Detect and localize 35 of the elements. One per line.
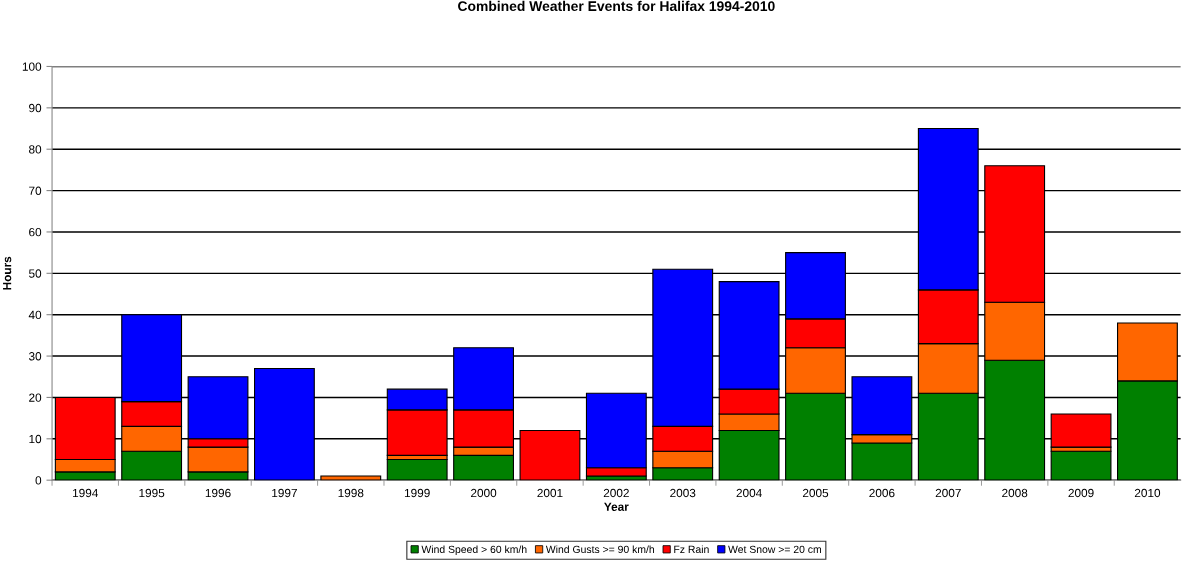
y-tick-label: 60: [29, 227, 42, 237]
x-tick-label: 2008: [1002, 488, 1028, 498]
x-tick-label: 1995: [139, 488, 165, 498]
x-tick-label: 2009: [1068, 488, 1094, 498]
y-tick-label: 90: [29, 103, 42, 113]
x-tick-label: 1997: [272, 488, 297, 498]
x-tick-label: 2005: [802, 488, 829, 498]
x-tick-label: 1999: [404, 488, 430, 498]
x-tick-label: 2004: [736, 488, 762, 498]
x-tick-label: 2010: [1134, 488, 1161, 498]
x-tick-label: 2007: [935, 488, 961, 498]
y-tick-label: 20: [29, 393, 42, 402]
x-tick-label: 2006: [869, 488, 895, 498]
x-tick-label: 2000: [471, 488, 497, 498]
y-axis-title: Hours: [3, 256, 12, 290]
y-tick-label: 50: [28, 269, 42, 278]
x-tick-label: 2003: [670, 488, 696, 498]
legend-label: Fz Rain: [674, 545, 709, 554]
y-tick-label: 30: [28, 352, 42, 361]
chart-title: Combined Weather Events for Halifax 1994-2010: [458, 0, 775, 12]
y-tick-label: 80: [29, 145, 42, 154]
x-tick-label: 2001: [537, 488, 563, 498]
y-tick-label: 40: [28, 310, 42, 320]
legend-label: Wind Gusts >= 90 km/h: [545, 545, 655, 554]
y-tick-label: 0: [35, 476, 42, 485]
x-tick-label: 2002: [603, 488, 629, 498]
y-tick-label: 10: [29, 434, 42, 444]
legend-label: Wet Snow >= 20 cm: [728, 545, 821, 554]
legend-label: Wind Speed > 60 km/h: [421, 545, 527, 556]
x-tick-label: 1996: [205, 488, 231, 498]
x-axis-title: Year: [604, 502, 629, 511]
x-tick-label: 1994: [73, 488, 99, 498]
x-tick-label: 1998: [338, 488, 364, 498]
y-tick-label: 70: [29, 186, 42, 195]
y-tick-label: 100: [22, 62, 42, 71]
